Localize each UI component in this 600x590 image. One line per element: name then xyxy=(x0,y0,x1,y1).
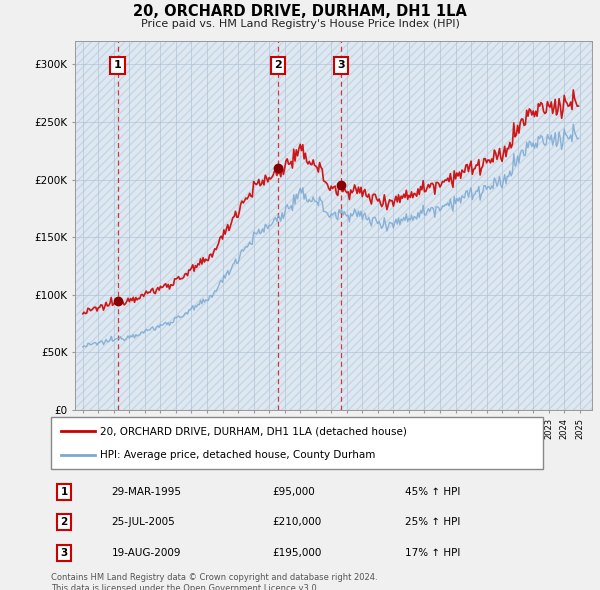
Text: 29-MAR-1995: 29-MAR-1995 xyxy=(112,487,182,497)
Text: £195,000: £195,000 xyxy=(273,548,322,558)
Text: 2: 2 xyxy=(61,517,68,527)
Text: Contains HM Land Registry data © Crown copyright and database right 2024.
This d: Contains HM Land Registry data © Crown c… xyxy=(51,573,377,590)
Text: 1: 1 xyxy=(61,487,68,497)
Text: £210,000: £210,000 xyxy=(273,517,322,527)
Text: 20, ORCHARD DRIVE, DURHAM, DH1 1LA: 20, ORCHARD DRIVE, DURHAM, DH1 1LA xyxy=(133,4,467,19)
Text: 45% ↑ HPI: 45% ↑ HPI xyxy=(405,487,460,497)
Text: 1: 1 xyxy=(113,60,121,70)
Text: 17% ↑ HPI: 17% ↑ HPI xyxy=(405,548,460,558)
Text: 3: 3 xyxy=(337,60,345,70)
Text: 2: 2 xyxy=(274,60,282,70)
FancyBboxPatch shape xyxy=(51,417,543,469)
Text: HPI: Average price, detached house, County Durham: HPI: Average price, detached house, Coun… xyxy=(100,450,376,460)
Text: 3: 3 xyxy=(61,548,68,558)
Text: 25-JUL-2005: 25-JUL-2005 xyxy=(112,517,175,527)
Text: £95,000: £95,000 xyxy=(273,487,316,497)
Text: 25% ↑ HPI: 25% ↑ HPI xyxy=(405,517,460,527)
Text: 20, ORCHARD DRIVE, DURHAM, DH1 1LA (detached house): 20, ORCHARD DRIVE, DURHAM, DH1 1LA (deta… xyxy=(100,426,407,436)
Text: Price paid vs. HM Land Registry's House Price Index (HPI): Price paid vs. HM Land Registry's House … xyxy=(140,19,460,29)
Text: 19-AUG-2009: 19-AUG-2009 xyxy=(112,548,181,558)
